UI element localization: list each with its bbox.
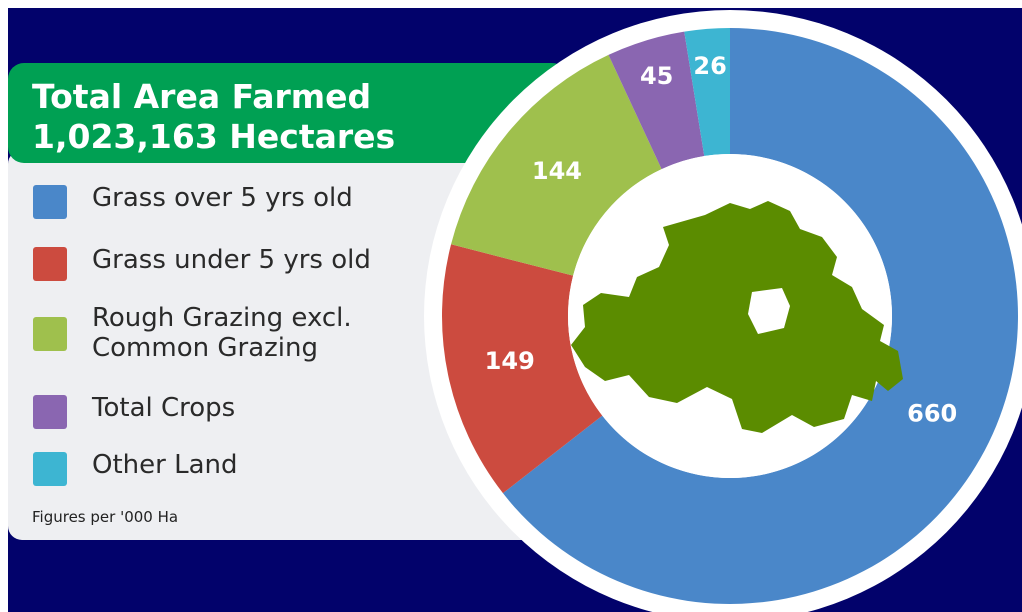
slice bbox=[608, 31, 705, 170]
legend-swatch bbox=[33, 452, 67, 486]
legend-label: Total Crops bbox=[92, 393, 236, 423]
legend-label: Other Land bbox=[92, 450, 238, 480]
slices bbox=[442, 28, 1019, 604]
legend-panel bbox=[8, 150, 568, 540]
slice bbox=[684, 28, 730, 157]
slice bbox=[442, 244, 603, 494]
data-label: 144 bbox=[532, 157, 582, 185]
data-label: 660 bbox=[907, 400, 957, 428]
legend-swatch bbox=[33, 395, 67, 429]
note: Figures per '000 Ha bbox=[32, 508, 179, 526]
legend-swatch bbox=[33, 185, 67, 219]
map-shape bbox=[571, 201, 903, 433]
legend-label: Grass under 5 yrs old bbox=[92, 245, 371, 275]
legend-label: Rough Grazing excl. Common Grazing bbox=[92, 303, 352, 363]
title-box bbox=[8, 63, 568, 163]
data-label: 149 bbox=[485, 347, 535, 375]
legend-swatch bbox=[33, 247, 67, 281]
subtitle: 1,023,163 Hectares bbox=[32, 117, 396, 156]
title: Total Area Farmed bbox=[32, 77, 372, 116]
lough bbox=[748, 288, 790, 334]
slice bbox=[502, 28, 1019, 604]
data-label: 26 bbox=[693, 52, 726, 80]
data-label: 45 bbox=[640, 62, 673, 90]
legend-label: Grass over 5 yrs old bbox=[92, 183, 353, 213]
legend-swatch bbox=[33, 317, 67, 351]
slice bbox=[451, 54, 662, 276]
